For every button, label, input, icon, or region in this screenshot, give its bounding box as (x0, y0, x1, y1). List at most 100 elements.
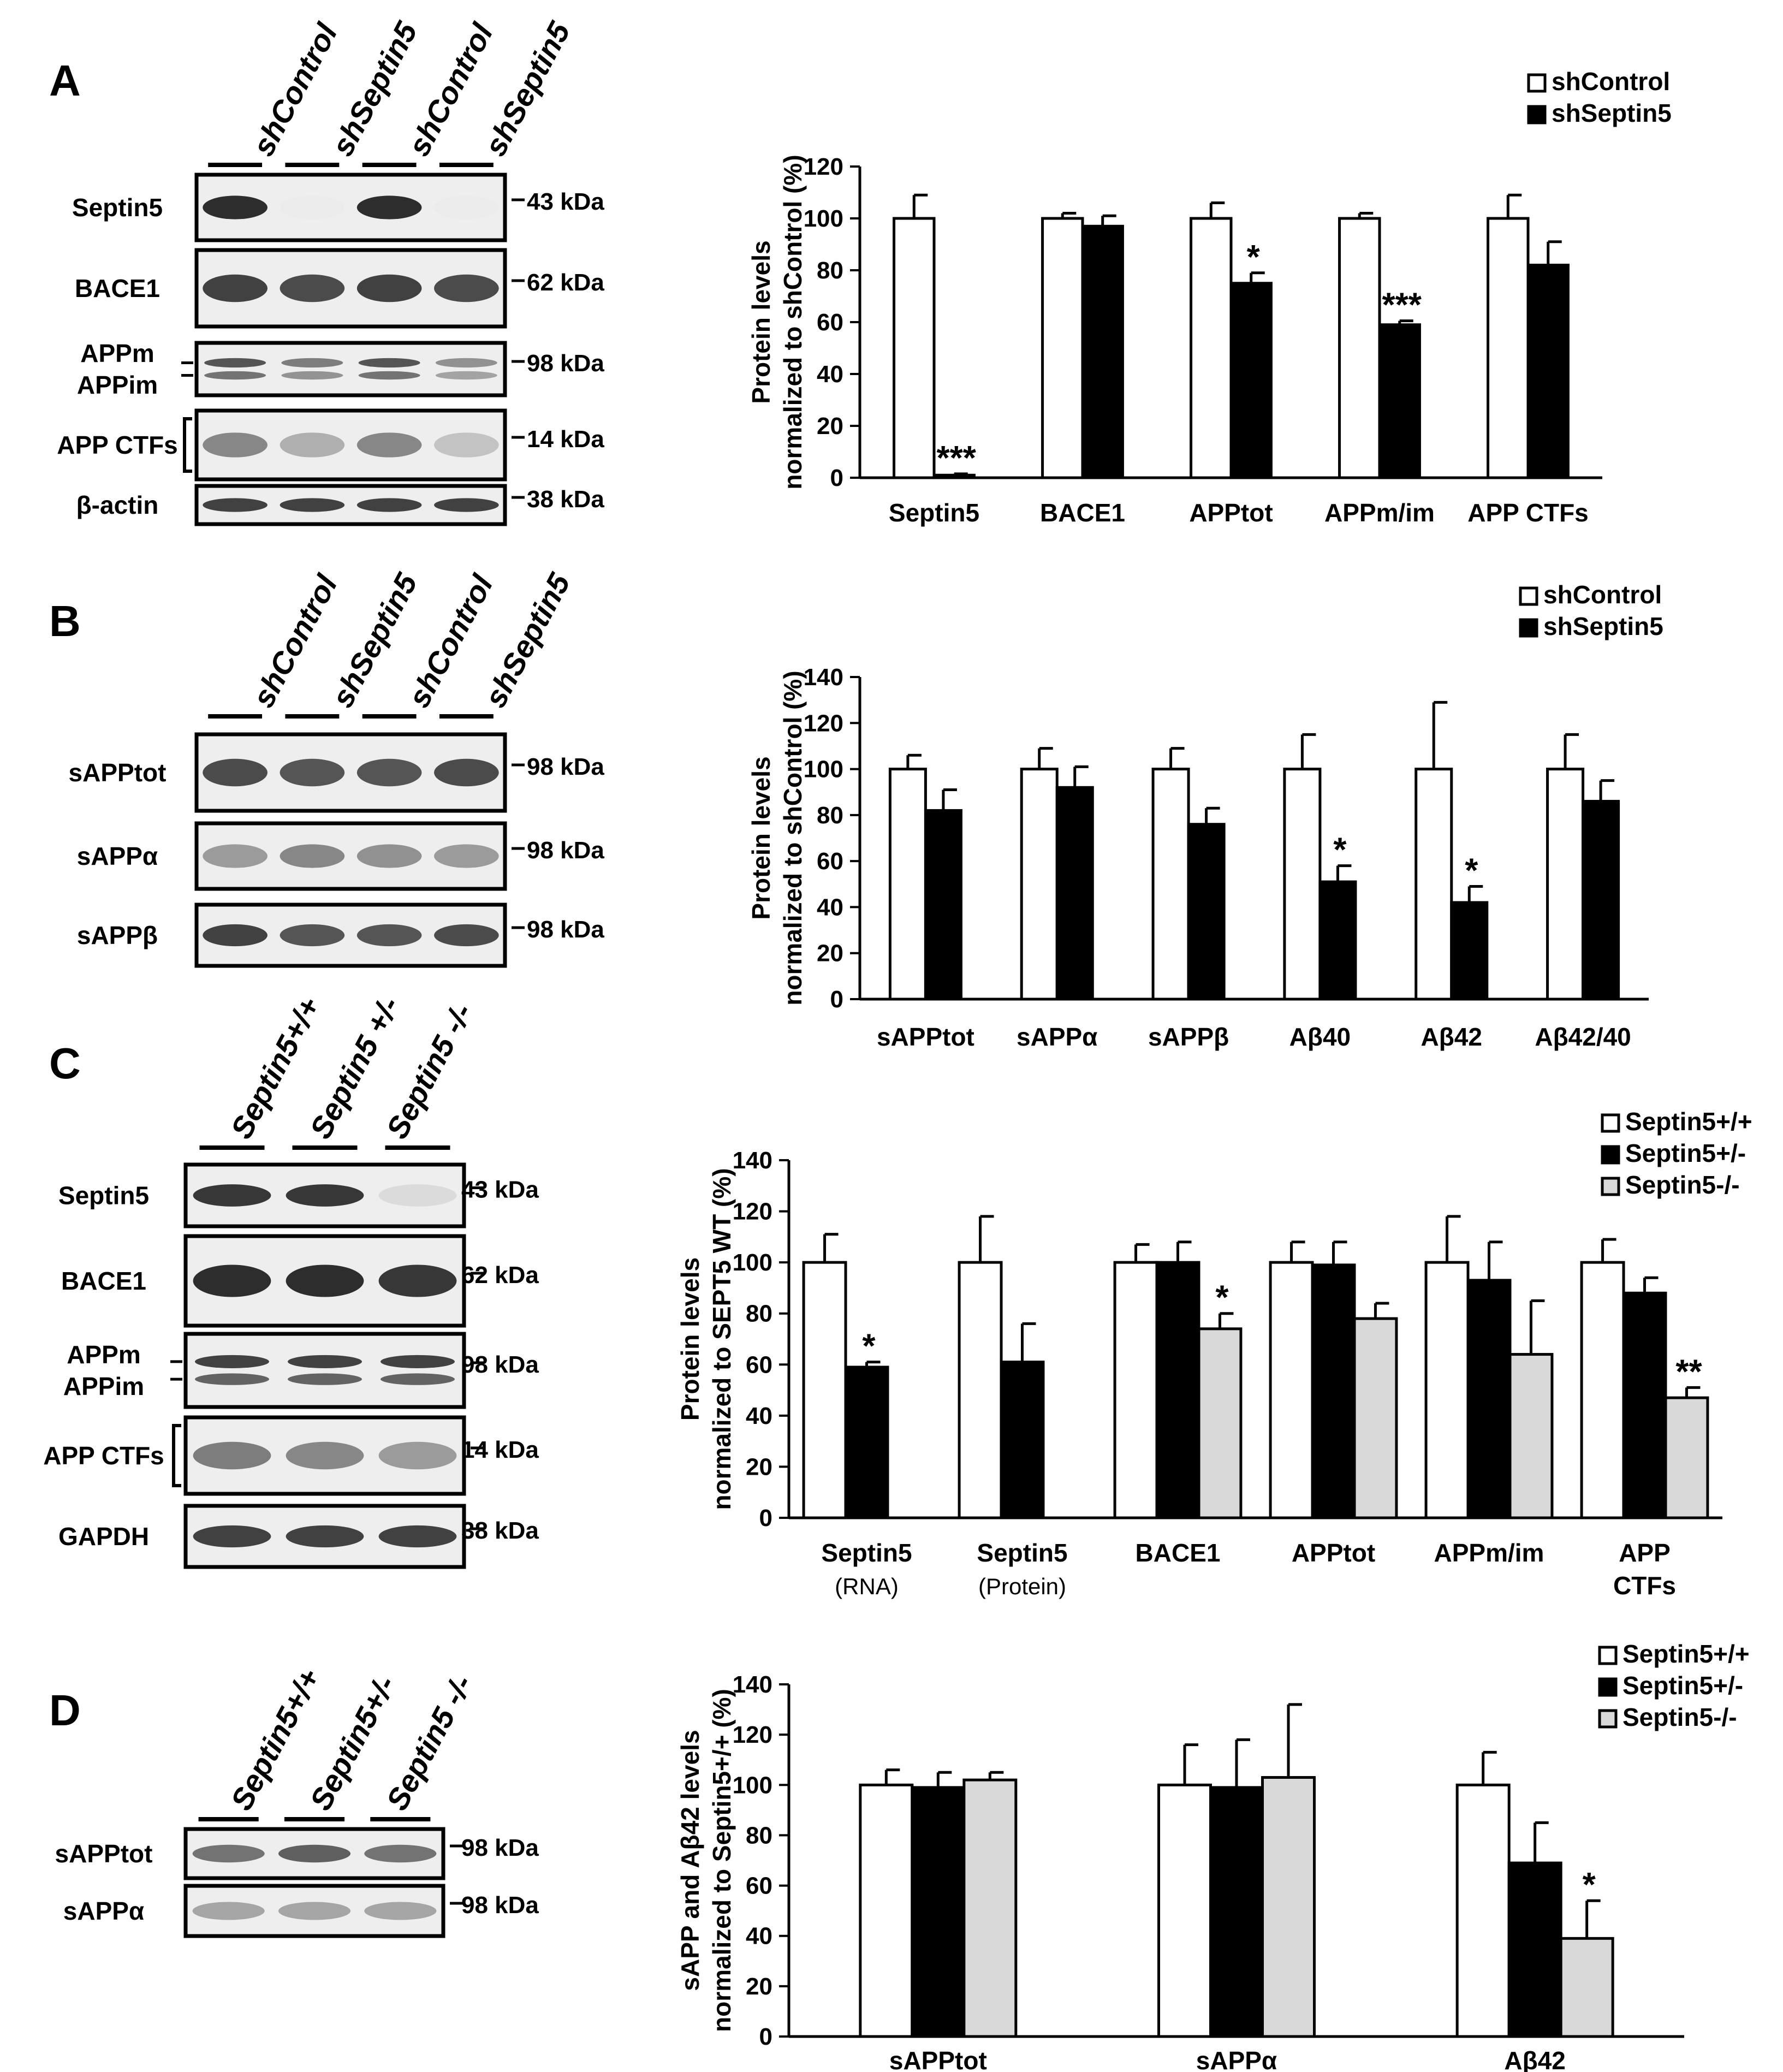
blot-band (286, 1441, 364, 1470)
blot-band (364, 1844, 437, 1863)
legend-label: Septin5+/- (1622, 1671, 1743, 1700)
western-blot-a: shControlshSeptin5shControlshSeptin5Sept… (57, 16, 604, 526)
kda-marker: 98 kDa (527, 753, 604, 780)
y-tick-label: 40 (817, 894, 843, 921)
legend-swatch (1601, 1145, 1620, 1165)
blot-band (280, 924, 345, 947)
blot-band (281, 358, 343, 368)
x-tick-sublabel: (Protein) (978, 1574, 1066, 1599)
significance-marker: * (1215, 1279, 1229, 1317)
bar (893, 217, 936, 479)
y-axis-label: Protein levels (676, 1257, 704, 1421)
blot-band (286, 1525, 364, 1548)
blot-band (204, 371, 266, 380)
y-axis-label: normalized to shControl (%) (778, 670, 807, 1005)
blot-band (280, 432, 345, 458)
panel-label-c: C (49, 1039, 81, 1088)
blot-band (195, 1373, 269, 1385)
bar-chart-b: 0 20 40 60 80 100 120 140 Protein levels normaliz… (747, 580, 1663, 1051)
bar (1020, 768, 1059, 1001)
strip-label: sAPPtot (55, 1839, 153, 1868)
strip-label: Septin5 (72, 193, 163, 222)
y-tick-label: 60 (817, 309, 843, 336)
blot-band (204, 358, 266, 368)
strip-label: sAPPtot (69, 758, 167, 787)
blot-band (203, 274, 268, 302)
bar (962, 1778, 1018, 2038)
x-tick-label: sAPPα (1196, 2046, 1277, 2072)
significance-marker: * (1583, 1866, 1596, 1904)
kda-marker: 98 kDa (527, 350, 604, 377)
legend-label: Septin5+/+ (1625, 1107, 1752, 1136)
y-tick-label: 100 (804, 756, 843, 783)
bar (1338, 217, 1381, 479)
bar (1155, 1261, 1200, 1519)
x-tick-label: APP CTFs (1467, 498, 1589, 527)
bar (1508, 1353, 1554, 1519)
y-tick-label: 120 (733, 1721, 772, 1748)
kda-marker: 62 kDa (527, 269, 604, 296)
x-tick-label: sAPPβ (1148, 1023, 1229, 1051)
x-tick-sublabel: (RNA) (835, 1574, 899, 1599)
bar (1580, 1261, 1625, 1519)
blot-band (203, 844, 268, 868)
bar (859, 1783, 914, 2038)
western-blot-c: Septin5+/+Septin5 +/-Septin5 -/-Septin5 4… (43, 991, 539, 1569)
x-tick-label: Aβ42 (1504, 2046, 1565, 2072)
y-tick-label: 120 (804, 710, 843, 737)
blot-band (356, 498, 422, 512)
x-tick-label: BACE1 (1040, 498, 1125, 527)
blot-band (281, 371, 343, 380)
blot-band (435, 358, 497, 368)
bar (1559, 1937, 1614, 2038)
y-tick-label: 80 (746, 1822, 772, 1849)
legend-swatch (1601, 1177, 1620, 1196)
strip-label: sAPPα (77, 842, 158, 870)
bar (1546, 768, 1585, 1001)
blot-band (434, 274, 499, 302)
kda-marker: 98 kDa (527, 916, 604, 943)
x-tick-label: sAPPtot (889, 2046, 987, 2072)
strip-label: APP CTFs (57, 431, 178, 459)
kda-marker: 38 kDa (461, 1517, 539, 1544)
x-tick-label: sAPPtot (877, 1023, 974, 1051)
x-tick-label: APPtot (1292, 1539, 1375, 1567)
blot-band (364, 1902, 437, 1920)
blot-band (381, 1355, 455, 1368)
blot-band (288, 1355, 362, 1368)
blot-band (195, 1355, 269, 1368)
strip-label: β-actin (76, 491, 159, 519)
blot-band (193, 1184, 271, 1207)
bar (1455, 1783, 1511, 2038)
bar (1466, 1279, 1512, 1519)
x-tick-label: APPm/im (1324, 498, 1435, 527)
bar (1081, 224, 1124, 479)
bar-chart-c: 0 20 40 60 80 100 120 140 Protein levels normaliz… (676, 1107, 1752, 1600)
panel-label-a: A (49, 56, 81, 105)
legend-label: Septin5+/+ (1622, 1640, 1750, 1668)
y-tick-label: 60 (746, 1873, 772, 1899)
bar-chart-d: 0 20 40 60 80 100 120 140 sAPP and Aβ42 levels no… (676, 1640, 1750, 2072)
blot-band (203, 432, 268, 458)
blot-band (278, 1902, 351, 1920)
legend-label: shSeptin5 (1543, 612, 1663, 640)
bar (1622, 1291, 1667, 1519)
blot-band (356, 195, 422, 219)
y-tick-label: 60 (746, 1351, 772, 1378)
legend-label: Septin5-/- (1625, 1171, 1740, 1199)
bar (1424, 1261, 1470, 1519)
strip-label: APPim (77, 371, 158, 399)
strip-label: Septin5 (58, 1182, 149, 1210)
bar (1229, 282, 1273, 479)
bar (1261, 1776, 1316, 2038)
blot-band (192, 1844, 265, 1863)
kda-marker: 14 kDa (527, 426, 604, 453)
panel-label-b: B (49, 597, 81, 645)
bar (802, 1261, 847, 1519)
kda-marker: 98 kDa (461, 1834, 539, 1861)
kda-marker: 43 kDa (461, 1177, 539, 1203)
blot-strip (183, 1332, 466, 1409)
blot-band (358, 371, 420, 380)
blot-band (378, 1264, 457, 1297)
